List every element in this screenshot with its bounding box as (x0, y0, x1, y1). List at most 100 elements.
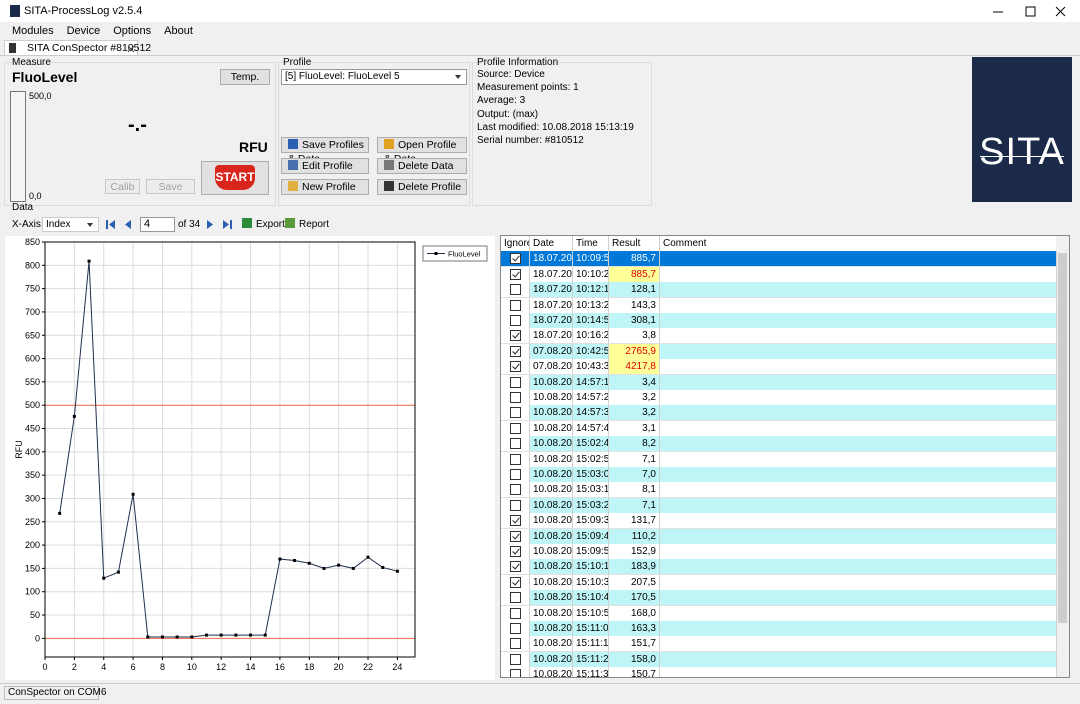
profile-button[interactable]: Delete Data (377, 158, 467, 174)
profile-button[interactable]: Open Profile & Data (377, 137, 467, 165)
x-axis-select[interactable]: Index (42, 217, 99, 232)
ignore-checkbox[interactable] (510, 515, 521, 527)
profile-button[interactable]: Delete Profile (377, 179, 467, 195)
nav-next[interactable] (205, 219, 235, 230)
ignore-checkbox[interactable] (510, 392, 521, 403)
tab[interactable]: SITA ConSpector #810512 (4, 40, 151, 56)
table-row[interactable]: 18.07.201810:13:25143,3 (501, 297, 1057, 314)
result-cell: 143,3 (609, 297, 660, 313)
time-cell: 15:10:30 (573, 574, 609, 590)
table-row[interactable]: 10.08.201814:57:133,4 (501, 374, 1057, 391)
start-button[interactable]: START (201, 161, 269, 195)
ignore-checkbox[interactable] (510, 361, 521, 373)
table-row[interactable]: 10.08.201814:57:353,2 (501, 405, 1057, 422)
ignore-checkbox[interactable] (510, 607, 521, 619)
ignore-checkbox[interactable] (510, 253, 521, 265)
point (307, 561, 311, 565)
calib-button[interactable]: Calib (105, 179, 140, 194)
table-row[interactable]: 07.08.201810:42:562765,9 (501, 343, 1057, 360)
gauge-max: 500,0 (29, 91, 52, 101)
ignore-checkbox[interactable] (510, 469, 521, 480)
column-header[interactable]: Ignore (501, 236, 530, 251)
table-row[interactable]: 10.08.201814:57:453,1 (501, 420, 1057, 437)
comment-cell (660, 544, 1057, 559)
ignore-checkbox[interactable] (510, 345, 521, 357)
menu-item[interactable]: Modules (12, 25, 54, 37)
ignore-checkbox[interactable] (510, 407, 521, 419)
table-row[interactable]: 07.08.201810:43:354217,8 (501, 359, 1057, 376)
window-controls[interactable] (990, 4, 1070, 18)
ignore-checkbox[interactable] (510, 330, 521, 342)
x-tick-label: 12 (216, 662, 226, 672)
ignore-checkbox[interactable] (510, 299, 521, 311)
ignore-checkbox[interactable] (510, 422, 521, 434)
close[interactable] (1055, 6, 1066, 17)
profile-select[interactable]: [5] FluoLevel: FluoLevel 5 (281, 69, 467, 85)
profile-button[interactable]: Edit Profile (281, 158, 369, 174)
logo-rule (980, 156, 1064, 157)
column-header[interactable]: Result (609, 236, 660, 251)
column-header[interactable]: Comment (660, 236, 1057, 251)
column-header[interactable]: Time (573, 236, 609, 251)
ignore-checkbox[interactable] (510, 669, 521, 677)
table-row[interactable]: 18.07.201810:10:24885,7 (501, 266, 1057, 283)
table-row[interactable]: 18.07.201810:09:59885,7 (501, 251, 1057, 268)
ignore-checkbox[interactable] (510, 623, 521, 634)
ignore-checkbox[interactable] (510, 546, 521, 557)
table-row[interactable]: 18.07.201810:14:50308,1 (501, 313, 1057, 329)
ignore-checkbox[interactable] (510, 438, 521, 450)
save-button[interactable]: Save (146, 179, 195, 194)
ignore-checkbox[interactable] (510, 499, 521, 511)
export-button[interactable]: Export (242, 218, 285, 230)
info-line: Serial number: #810512 (477, 135, 584, 146)
measure-group (4, 62, 276, 206)
ignore-checkbox[interactable] (510, 653, 521, 665)
column-header[interactable]: Date (530, 236, 573, 251)
report-button[interactable]: Report (285, 218, 329, 230)
ignore-checkbox[interactable] (510, 453, 521, 465)
scrollbar[interactable] (1056, 236, 1069, 677)
ignore-checkbox[interactable] (510, 284, 521, 296)
menu-item[interactable]: About (164, 25, 193, 37)
ignore-checkbox[interactable] (510, 315, 521, 326)
ignore-checkbox[interactable] (510, 376, 521, 388)
temp-button[interactable]: Temp. (220, 69, 270, 85)
profile-button[interactable]: Save Profiles & Data (281, 137, 369, 165)
ignore-checkbox[interactable] (510, 561, 521, 573)
comment-cell (660, 436, 1057, 452)
page-input[interactable]: 4 (140, 217, 175, 232)
profile-button[interactable]: New Profile (281, 179, 369, 195)
scroll-thumb[interactable] (1058, 253, 1067, 623)
maximize[interactable] (1025, 6, 1036, 17)
ignore-checkbox[interactable] (510, 576, 521, 588)
nav-prev[interactable] (105, 219, 135, 230)
menu-item[interactable]: Options (113, 25, 152, 37)
table-row[interactable]: 18.07.201810:16:253,8 (501, 328, 1057, 345)
table-row[interactable]: 10.08.201814:57:253,2 (501, 390, 1057, 406)
ignore-checkbox[interactable] (510, 484, 521, 496)
tab-close[interactable] (127, 45, 135, 53)
menu-item[interactable]: Device (66, 25, 101, 37)
ignore-checkbox[interactable] (510, 638, 521, 650)
result-cell: 131,7 (609, 513, 660, 529)
ignore-checkbox[interactable] (510, 530, 521, 542)
table-row[interactable]: 18.07.201810:12:13128,1 (501, 282, 1057, 299)
ignore-checkbox[interactable] (510, 592, 521, 604)
ignore-checkbox[interactable] (510, 268, 521, 280)
